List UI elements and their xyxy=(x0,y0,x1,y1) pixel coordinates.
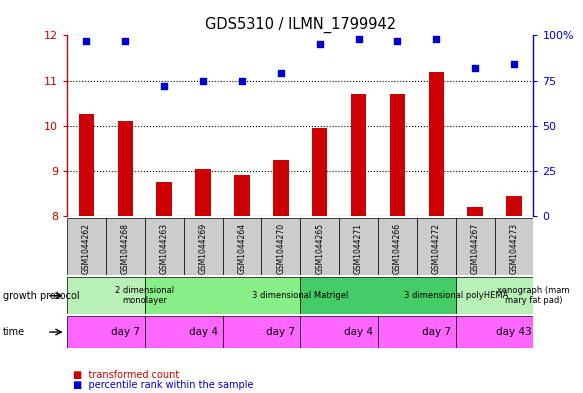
Text: GSM1044264: GSM1044264 xyxy=(237,223,247,274)
Text: day 43: day 43 xyxy=(496,327,532,337)
Title: GDS5310 / ILMN_1799942: GDS5310 / ILMN_1799942 xyxy=(205,17,396,33)
Bar xyxy=(145,316,223,348)
Text: GSM1044272: GSM1044272 xyxy=(432,223,441,274)
Bar xyxy=(456,277,533,314)
Point xyxy=(393,38,402,44)
Text: GSM1044267: GSM1044267 xyxy=(470,223,480,274)
Point xyxy=(276,70,286,77)
Bar xyxy=(145,218,184,275)
Bar xyxy=(300,218,339,275)
Text: xenograph (mam
mary fat pad): xenograph (mam mary fat pad) xyxy=(497,286,570,305)
Bar xyxy=(417,218,456,275)
Bar xyxy=(118,121,133,393)
Text: GSM1044266: GSM1044266 xyxy=(393,223,402,274)
Bar xyxy=(273,160,289,393)
Bar xyxy=(494,218,533,275)
Text: day 4: day 4 xyxy=(344,327,373,337)
Bar xyxy=(67,218,106,275)
Text: GSM1044271: GSM1044271 xyxy=(354,223,363,274)
Text: GSM1044262: GSM1044262 xyxy=(82,223,91,274)
Bar xyxy=(234,175,250,393)
Text: day 7: day 7 xyxy=(266,327,296,337)
Bar xyxy=(429,72,444,393)
Point xyxy=(470,65,480,71)
Text: GSM1044273: GSM1044273 xyxy=(510,223,518,274)
Bar xyxy=(378,316,456,348)
Bar xyxy=(67,277,145,314)
Point xyxy=(121,38,130,44)
Bar xyxy=(312,128,328,393)
Bar xyxy=(184,218,223,275)
Bar xyxy=(389,94,405,393)
Bar xyxy=(506,196,522,393)
Bar xyxy=(261,218,300,275)
Point xyxy=(198,77,208,84)
Point xyxy=(160,83,169,89)
Bar xyxy=(156,182,172,393)
Bar xyxy=(351,94,366,393)
Text: GSM1044268: GSM1044268 xyxy=(121,223,130,274)
Bar xyxy=(79,114,94,393)
Text: GSM1044263: GSM1044263 xyxy=(160,223,168,274)
Text: ■  transformed count: ■ transformed count xyxy=(73,370,179,380)
Text: ■  percentile rank within the sample: ■ percentile rank within the sample xyxy=(73,380,254,390)
Bar xyxy=(339,218,378,275)
Text: time: time xyxy=(3,327,25,337)
Text: day 7: day 7 xyxy=(422,327,451,337)
Text: GSM1044269: GSM1044269 xyxy=(199,223,208,274)
Bar xyxy=(67,316,145,348)
Bar xyxy=(223,218,261,275)
Point xyxy=(315,41,324,48)
Text: 3 dimensional Matrigel: 3 dimensional Matrigel xyxy=(252,291,349,300)
Point xyxy=(354,36,363,42)
Point xyxy=(82,38,91,44)
Bar xyxy=(456,218,494,275)
Bar xyxy=(300,316,378,348)
Text: GSM1044265: GSM1044265 xyxy=(315,223,324,274)
Bar xyxy=(456,316,533,348)
Bar xyxy=(145,277,300,314)
Point xyxy=(510,61,519,68)
Text: GSM1044270: GSM1044270 xyxy=(276,223,285,274)
Text: growth protocol: growth protocol xyxy=(3,291,79,301)
Bar xyxy=(223,316,300,348)
Text: day 7: day 7 xyxy=(111,327,140,337)
Bar xyxy=(378,218,417,275)
Bar xyxy=(195,169,211,393)
Text: 2 dimensional
monolayer: 2 dimensional monolayer xyxy=(115,286,174,305)
Point xyxy=(431,36,441,42)
Bar xyxy=(300,277,456,314)
Point xyxy=(237,77,247,84)
Bar xyxy=(106,218,145,275)
Text: 3 dimensional polyHEMA: 3 dimensional polyHEMA xyxy=(403,291,508,300)
Text: day 4: day 4 xyxy=(188,327,217,337)
Bar xyxy=(468,207,483,393)
